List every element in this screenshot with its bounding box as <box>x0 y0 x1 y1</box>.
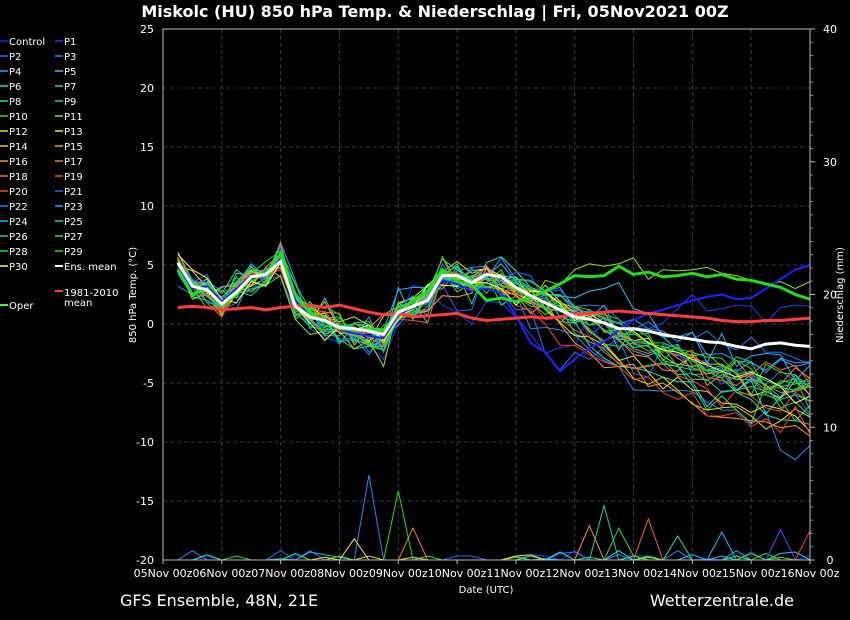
x-tick-label: 16Nov 00z <box>781 567 840 580</box>
precip-line-p13 <box>177 537 810 561</box>
legend-label: P19 <box>64 172 83 183</box>
legend-label: P7 <box>64 82 76 93</box>
grid <box>162 28 811 561</box>
y-tick-left: 25 <box>140 23 154 36</box>
legend-label: P30 <box>9 262 28 273</box>
precip-line-p2 <box>177 550 810 561</box>
legend-label: P6 <box>9 82 21 93</box>
y-tick-left: -5 <box>143 377 154 390</box>
y-tick-left: 15 <box>140 141 154 154</box>
legend-label: P20 <box>9 187 28 198</box>
y-tick-left: 20 <box>140 82 154 95</box>
legend-label: P1 <box>64 37 76 48</box>
precip-line-p16 <box>177 524 810 561</box>
y-axis-right-label: Niederschlag (mm) <box>835 247 846 343</box>
legend-label: P4 <box>9 67 21 78</box>
legend-label: P10 <box>9 112 28 123</box>
legend-label: P13 <box>64 127 83 138</box>
x-tick-label: 08Nov 00z <box>310 567 369 580</box>
x-axis-label: Date (UTC) <box>459 585 514 596</box>
legend-label: P26 <box>9 232 28 243</box>
legend-label: P15 <box>64 142 83 153</box>
x-tick-label: 09Nov 00z <box>369 567 428 580</box>
legend-label: P3 <box>64 52 76 63</box>
legend-label: P29 <box>64 247 83 258</box>
oper-line <box>176 251 811 332</box>
legend-label: Oper <box>9 301 34 312</box>
ens-mean-line <box>176 258 811 351</box>
legend-label: Control <box>9 37 45 48</box>
legend-label: P24 <box>9 217 28 228</box>
y-tick-left: -15 <box>136 495 154 508</box>
legend-label: P2 <box>9 52 21 63</box>
legend: Control P1 P2 P3 P4 P5 P6 P7 P8 P9 P10 P11 P12 P13 P14… <box>0 37 119 312</box>
legend-label: P11 <box>64 112 83 123</box>
precip-line-p3 <box>177 474 810 561</box>
legend-label: P9 <box>64 97 76 108</box>
legend-label: P28 <box>9 247 28 258</box>
x-tick-label: 07Nov 00z <box>251 567 310 580</box>
x-tick-label: 14Nov 00z <box>663 567 722 580</box>
y-tick-right: 30 <box>823 156 837 169</box>
footer-brand: Wetterzentrale.de <box>650 591 794 610</box>
legend-label: P22 <box>9 202 28 213</box>
chart-title: Miskolc (HU) 850 hPa Temp. & Niederschla… <box>141 2 728 22</box>
legend-label: P14 <box>9 142 28 153</box>
y-tick-left: 5 <box>147 259 154 272</box>
plot-frame <box>162 28 811 561</box>
legend-label: Ens. mean <box>64 262 117 273</box>
x-tick-label: 15Nov 00z <box>722 567 781 580</box>
legend-label: P8 <box>9 97 21 108</box>
precip-line-p7 <box>177 535 810 561</box>
main-series <box>176 251 811 373</box>
legend-label: P23 <box>64 202 83 213</box>
y-tick-right: 0 <box>827 554 834 567</box>
x-tick-label: 11Nov 00z <box>487 567 546 580</box>
x-tick-label: 10Nov 00z <box>428 567 487 580</box>
y-tick-left: 10 <box>140 200 154 213</box>
legend-label: P25 <box>64 217 83 228</box>
legend-label: P12 <box>9 127 28 138</box>
precip-line-p18 <box>177 517 810 561</box>
temp-line-p15 <box>177 251 811 437</box>
y-tick-right: 20 <box>823 289 837 302</box>
y-tick-left: 0 <box>147 318 154 331</box>
legend-label: P5 <box>64 67 76 78</box>
precip-line-p25 <box>177 503 810 561</box>
legend-label: P16 <box>9 157 28 168</box>
legend-label: P27 <box>64 232 83 243</box>
footer-source: GFS Ensemble, 48N, 21E <box>120 591 318 610</box>
y-tick-left: -10 <box>136 436 154 449</box>
climate-mean-line <box>177 303 811 324</box>
legend-label: P17 <box>64 157 83 168</box>
x-tick-label: 05Nov 00z <box>134 567 193 580</box>
x-tick-label: 13Nov 00z <box>604 567 663 580</box>
legend-label-climate: 1981-2010 mean <box>64 288 119 309</box>
legend-label: P21 <box>64 187 83 198</box>
temp-line-p27 <box>177 249 811 388</box>
y-axis-left-label: 850 hPa Temp. (°C) <box>128 247 139 343</box>
y-tick-right: 40 <box>823 23 837 36</box>
legend-label: P18 <box>9 172 28 183</box>
y-tick-left: -20 <box>136 554 154 567</box>
x-tick-label: 12Nov 00z <box>545 567 604 580</box>
y-tick-right: 10 <box>823 421 837 434</box>
x-tick-label: 06Nov 00z <box>192 567 251 580</box>
precipitation-series <box>177 474 811 561</box>
